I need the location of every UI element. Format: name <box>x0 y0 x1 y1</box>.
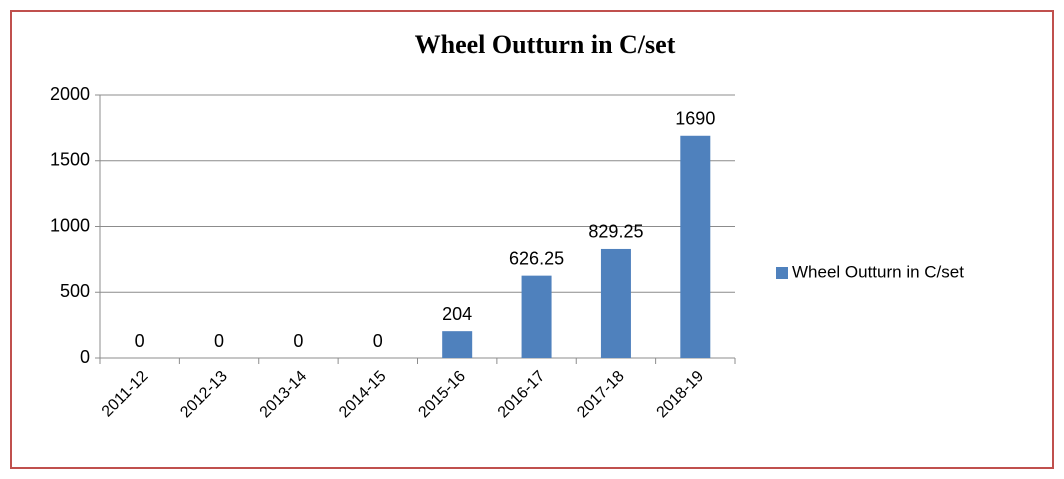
y-tick-label: 1000 <box>50 215 90 235</box>
legend-label: Wheel Outturn in C/set <box>792 262 964 281</box>
y-tick-label: 0 <box>80 347 90 367</box>
data-label: 204 <box>442 304 472 324</box>
bar <box>680 135 711 358</box>
legend-swatch <box>776 267 788 279</box>
chart-border <box>10 10 1054 469</box>
data-label: 0 <box>214 331 224 351</box>
data-label: 1690 <box>675 109 715 129</box>
data-label: 0 <box>135 331 145 351</box>
chart-title: Wheel Outturn in C/set <box>415 30 676 59</box>
data-label: 0 <box>293 331 303 351</box>
data-label: 0 <box>373 331 383 351</box>
bar <box>600 248 631 358</box>
y-tick-label: 1500 <box>50 150 90 170</box>
y-tick-label: 500 <box>60 281 90 301</box>
data-label: 626.25 <box>509 248 564 268</box>
data-label: 829.25 <box>588 222 643 242</box>
bar <box>442 331 473 358</box>
bar <box>521 275 552 358</box>
y-tick-label: 2000 <box>50 84 90 104</box>
